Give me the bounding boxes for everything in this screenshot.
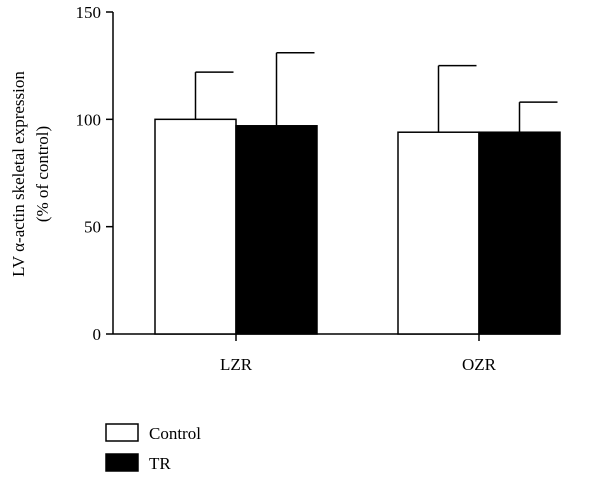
y-tick-label: 150 [76,3,102,22]
y-tick-label: 50 [84,218,101,237]
y-tick-label: 100 [76,110,102,129]
legend-swatch [105,423,139,442]
bar-control-lzr [154,118,237,335]
bar-control-ozr [397,131,480,335]
y-axis-title-line1: LV α-actin skeletal expression [9,71,28,277]
bar-tr-ozr [478,131,561,335]
bar-tr-lzr [235,125,318,335]
x-tick-label: LZR [220,355,253,374]
legend: Control TR [105,423,201,473]
y-axis-title: LV α-actin skeletal expression (% of con… [9,71,52,277]
legend-label: TR [149,454,171,473]
x-tick-label: OZR [462,355,497,374]
y-axis-title-line2: (% of control) [33,126,52,222]
tick-labels: 0 50 100 150 LZR OZR [76,3,497,374]
y-tick-label: 0 [93,325,102,344]
legend-label: Control [149,424,201,443]
error-bars [194,52,558,133]
legend-swatch [105,453,139,472]
bars [154,118,561,335]
